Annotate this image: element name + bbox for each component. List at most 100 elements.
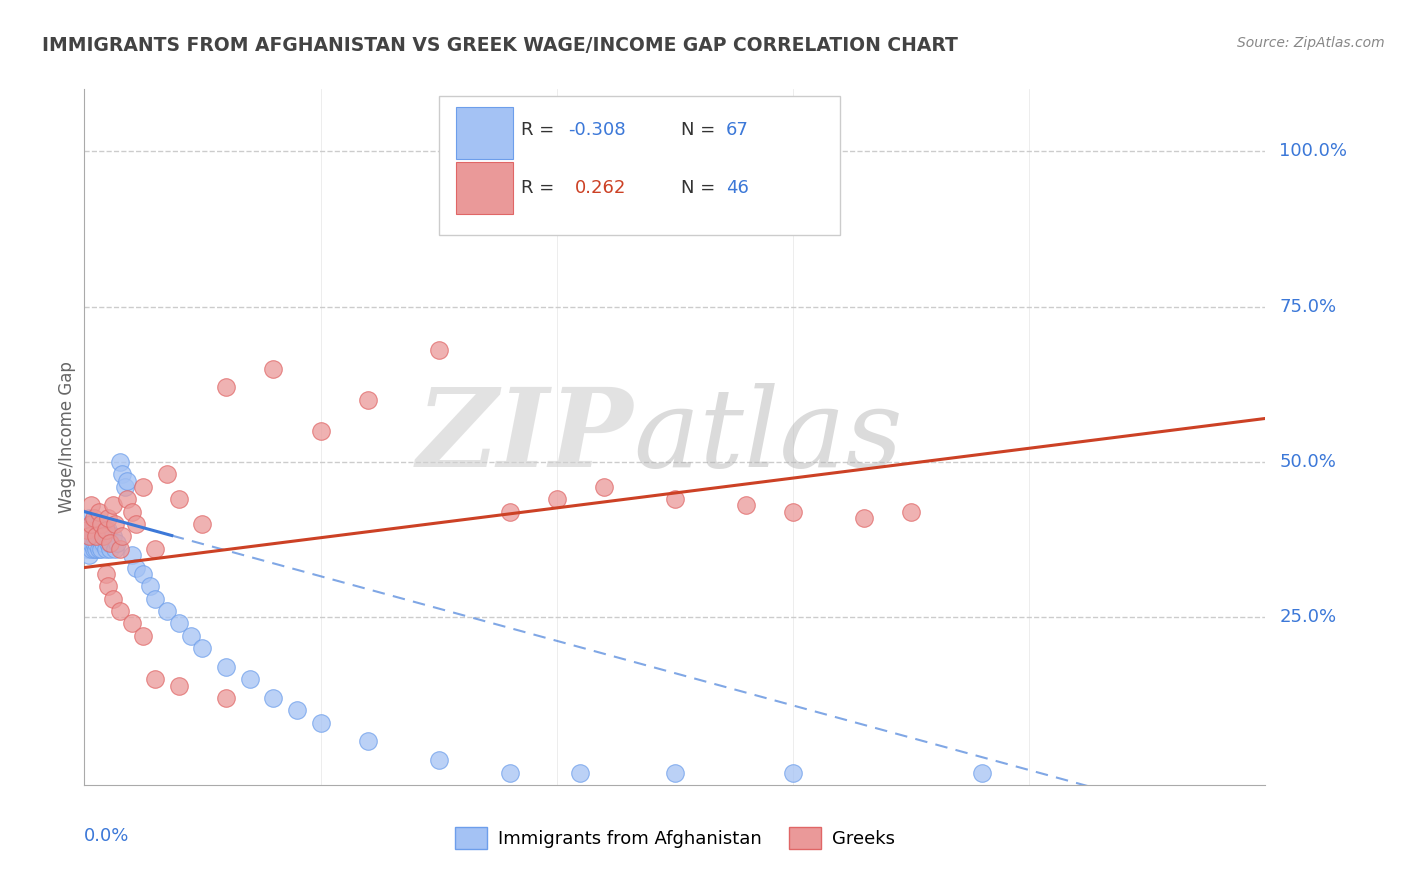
Point — [215, 660, 238, 674]
Legend: Immigrants from Afghanistan, Greeks: Immigrants from Afghanistan, Greeks — [447, 820, 903, 856]
Point — [104, 516, 127, 531]
Point — [132, 629, 155, 643]
Point — [167, 616, 190, 631]
Point — [84, 541, 107, 556]
Point — [108, 455, 131, 469]
Point — [90, 535, 112, 549]
Point — [121, 616, 143, 631]
Point — [98, 535, 121, 549]
Point — [80, 516, 103, 531]
Point — [970, 765, 993, 780]
Point — [83, 511, 105, 525]
Text: IMMIGRANTS FROM AFGHANISTAN VS GREEK WAGE/INCOME GAP CORRELATION CHART: IMMIGRANTS FROM AFGHANISTAN VS GREEK WAG… — [42, 36, 957, 54]
Point — [498, 765, 520, 780]
Point — [191, 641, 214, 656]
Point — [77, 516, 100, 531]
Point — [97, 523, 120, 537]
Point — [782, 765, 804, 780]
Text: 75.0%: 75.0% — [1279, 298, 1337, 316]
Point — [77, 548, 100, 562]
Point — [139, 579, 162, 593]
Point — [852, 511, 875, 525]
Point — [115, 474, 138, 488]
Point — [87, 505, 110, 519]
Point — [125, 560, 148, 574]
Point — [91, 529, 114, 543]
Point — [90, 541, 112, 556]
Point — [215, 690, 238, 705]
Point — [80, 529, 103, 543]
Point — [77, 529, 100, 543]
Point — [80, 541, 103, 556]
Point — [84, 523, 107, 537]
Text: N =: N = — [681, 120, 721, 138]
Text: -0.308: -0.308 — [568, 120, 626, 138]
Text: Source: ZipAtlas.com: Source: ZipAtlas.com — [1237, 36, 1385, 50]
Point — [80, 516, 103, 531]
Point — [77, 529, 100, 543]
Point — [239, 673, 262, 687]
Text: 0.0%: 0.0% — [84, 827, 129, 845]
Point — [98, 541, 121, 556]
Point — [94, 566, 117, 581]
Point — [143, 541, 166, 556]
Point — [84, 529, 107, 543]
Point — [101, 529, 124, 543]
Point — [76, 523, 98, 537]
Point — [132, 566, 155, 581]
Point — [664, 765, 686, 780]
Text: 67: 67 — [725, 120, 748, 138]
Point — [87, 516, 110, 531]
Point — [107, 535, 129, 549]
FancyBboxPatch shape — [457, 162, 513, 214]
Point — [180, 629, 202, 643]
Point — [91, 535, 114, 549]
Point — [76, 523, 98, 537]
Point — [84, 535, 107, 549]
Point — [143, 591, 166, 606]
Point — [104, 541, 127, 556]
Point — [215, 380, 238, 394]
Point — [427, 753, 450, 767]
Point — [262, 690, 284, 705]
Text: N =: N = — [681, 179, 721, 197]
Point — [664, 492, 686, 507]
Point — [80, 523, 103, 537]
Point — [90, 516, 112, 531]
Point — [125, 516, 148, 531]
Point — [87, 529, 110, 543]
Point — [782, 505, 804, 519]
Point — [91, 523, 114, 537]
Point — [121, 505, 143, 519]
Point — [121, 548, 143, 562]
Point — [167, 492, 190, 507]
Text: 46: 46 — [725, 179, 748, 197]
Point — [94, 523, 117, 537]
Point — [734, 499, 756, 513]
Point — [498, 505, 520, 519]
Point — [94, 541, 117, 556]
FancyBboxPatch shape — [439, 96, 841, 235]
Point — [76, 535, 98, 549]
Point — [91, 529, 114, 543]
Point — [80, 499, 103, 513]
Point — [83, 529, 105, 543]
Point — [94, 529, 117, 543]
Point — [115, 492, 138, 507]
Point — [83, 516, 105, 531]
FancyBboxPatch shape — [457, 106, 513, 159]
Point — [97, 529, 120, 543]
Point — [108, 604, 131, 618]
Point — [77, 535, 100, 549]
Point — [87, 523, 110, 537]
Text: 100.0%: 100.0% — [1279, 143, 1347, 161]
Point — [83, 535, 105, 549]
Text: atlas: atlas — [634, 384, 903, 491]
Point — [309, 715, 332, 730]
Point — [114, 480, 136, 494]
Point — [101, 591, 124, 606]
Text: ZIP: ZIP — [418, 384, 634, 491]
Point — [900, 505, 922, 519]
Text: R =: R = — [522, 120, 561, 138]
Point — [98, 535, 121, 549]
